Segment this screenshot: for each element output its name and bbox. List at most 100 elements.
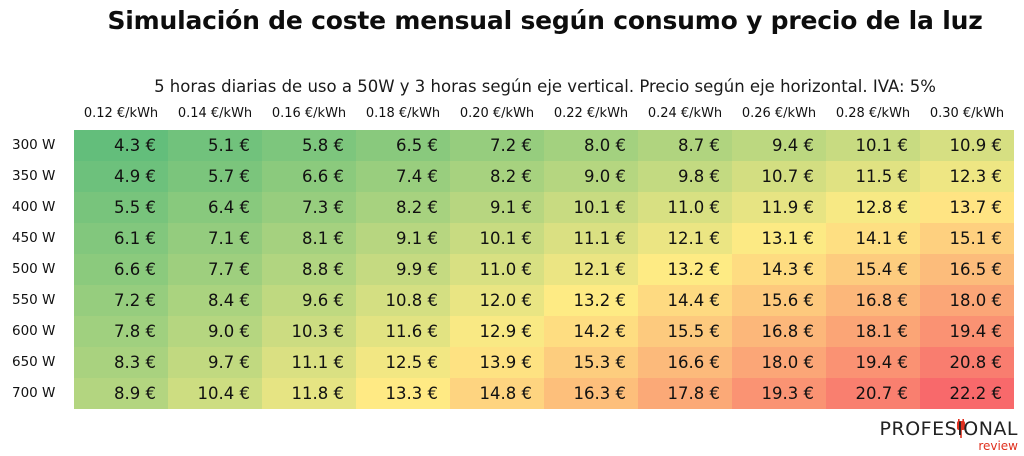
heatmap-cell: 9.0 € (168, 316, 262, 347)
heatmap-cell: 10.7 € (732, 161, 826, 192)
heatmap-cell: 10.8 € (356, 285, 450, 316)
heatmap-cell: 11.9 € (732, 192, 826, 223)
heatmap-cell: 15.1 € (920, 223, 1014, 254)
heatmap-cell: 7.8 € (74, 316, 168, 347)
heatmap-cell: 19.4 € (920, 316, 1014, 347)
heatmap-cell: 12.8 € (826, 192, 920, 223)
heatmap-cell: 8.4 € (168, 285, 262, 316)
heatmap-cell: 13.2 € (638, 254, 732, 285)
row-header: 350 W (12, 168, 56, 184)
heatmap-cell: 9.6 € (262, 285, 356, 316)
heatmap-cell: 7.7 € (168, 254, 262, 285)
heatmap-cell: 19.4 € (826, 347, 920, 378)
column-header: 0.22 €/kWh (553, 106, 629, 121)
heatmap-cell: 20.8 € (920, 347, 1014, 378)
heatmap-cell: 20.7 € (826, 378, 920, 409)
heatmap-cell: 15.4 € (826, 254, 920, 285)
heatmap-cell: 8.8 € (262, 254, 356, 285)
heatmap-cell: 13.3 € (356, 378, 450, 409)
heatmap-cell: 5.7 € (168, 161, 262, 192)
heatmap-cell: 8.2 € (356, 192, 450, 223)
heatmap-cell: 6.1 € (74, 223, 168, 254)
heatmap-grid: 4.3 €5.1 €5.8 €6.5 €7.2 €8.0 €8.7 €9.4 €… (74, 130, 1014, 409)
heatmap-cell: 16.6 € (638, 347, 732, 378)
heatmap-cell: 10.4 € (168, 378, 262, 409)
heatmap-cell: 6.5 € (356, 130, 450, 161)
column-header: 0.28 €/kWh (835, 106, 911, 121)
heatmap-cell: 11.8 € (262, 378, 356, 409)
heatmap-cell: 16.5 € (920, 254, 1014, 285)
heatmap-cell: 15.5 € (638, 316, 732, 347)
heatmap-cell: 5.5 € (74, 192, 168, 223)
heatmap-cell: 12.1 € (638, 223, 732, 254)
heatmap-cell: 13.7 € (920, 192, 1014, 223)
heatmap-cell: 10.3 € (262, 316, 356, 347)
heatmap-cell: 9.1 € (450, 192, 544, 223)
heatmap-cell: 15.3 € (544, 347, 638, 378)
heatmap-cell: 12.3 € (920, 161, 1014, 192)
heatmap-cell: 14.8 € (450, 378, 544, 409)
heatmap-cell: 18.0 € (920, 285, 1014, 316)
heatmap-cell: 11.0 € (450, 254, 544, 285)
heatmap-cell: 16.3 € (544, 378, 638, 409)
heatmap-cell: 4.9 € (74, 161, 168, 192)
heatmap-cell: 10.9 € (920, 130, 1014, 161)
column-header: 0.26 €/kWh (741, 106, 817, 121)
heatmap-cell: 9.7 € (168, 347, 262, 378)
column-header: 0.12 €/kWh (83, 106, 159, 121)
heatmap-cell: 16.8 € (826, 285, 920, 316)
heatmap-cell: 9.4 € (732, 130, 826, 161)
heatmap-cell: 9.8 € (638, 161, 732, 192)
heatmap-cell: 10.1 € (544, 192, 638, 223)
column-headers: 0.12 €/kWh 0.14 €/kWh 0.16 €/kWh 0.18 €/kWh… (74, 106, 1014, 128)
row-header: 450 W (12, 230, 56, 246)
heatmap-cell: 16.8 € (732, 316, 826, 347)
heatmap-cell: 13.9 € (450, 347, 544, 378)
heatmap-cell: 6.6 € (262, 161, 356, 192)
heatmap-cell: 12.5 € (356, 347, 450, 378)
heatmap-cell: 10.1 € (450, 223, 544, 254)
heatmap-cell: 9.0 € (544, 161, 638, 192)
heatmap-cell: 9.9 € (356, 254, 450, 285)
column-header: 0.24 €/kWh (647, 106, 723, 121)
heatmap-cell: 12.9 € (450, 316, 544, 347)
heatmap-cell: 7.3 € (262, 192, 356, 223)
heatmap-cell: 14.4 € (638, 285, 732, 316)
heatmap-cell: 11.1 € (544, 223, 638, 254)
heatmap-cell: 18.0 € (732, 347, 826, 378)
row-header: 550 W (12, 292, 56, 308)
row-header: 600 W (12, 323, 56, 339)
heatmap-cell: 8.2 € (450, 161, 544, 192)
heatmap-cell: 10.1 € (826, 130, 920, 161)
heatmap-cell: 13.2 € (544, 285, 638, 316)
heatmap-cell: 4.3 € (74, 130, 168, 161)
heatmap-cell: 19.3 € (732, 378, 826, 409)
column-header: 0.20 €/kWh (459, 106, 535, 121)
heatmap-cell: 11.0 € (638, 192, 732, 223)
logo-text-top: PROFESIONAL (879, 418, 1018, 440)
heatmap-cell: 8.7 € (638, 130, 732, 161)
chart-title: Simulación de coste mensual según consum… (107, 6, 983, 35)
heatmap-cell: 7.4 € (356, 161, 450, 192)
power-plug-icon (957, 419, 965, 438)
heatmap-cell: 8.0 € (544, 130, 638, 161)
heatmap-cell: 18.1 € (826, 316, 920, 347)
heatmap-cell: 15.6 € (732, 285, 826, 316)
logo-text-bottom: review (978, 439, 1018, 453)
row-header: 650 W (12, 354, 56, 370)
heatmap-cell: 12.0 € (450, 285, 544, 316)
row-header: 400 W (12, 199, 56, 215)
heatmap-cell: 11.1 € (262, 347, 356, 378)
column-header: 0.18 €/kWh (365, 106, 441, 121)
heatmap-cell: 8.1 € (262, 223, 356, 254)
heatmap-cell: 14.2 € (544, 316, 638, 347)
heatmap-cell: 7.2 € (450, 130, 544, 161)
heatmap-cell: 14.3 € (732, 254, 826, 285)
heatmap-cell: 5.1 € (168, 130, 262, 161)
row-header: 700 W (12, 385, 56, 401)
heatmap-cell: 13.1 € (732, 223, 826, 254)
heatmap-cell: 14.1 € (826, 223, 920, 254)
heatmap-cell: 8.9 € (74, 378, 168, 409)
heatmap-cell: 7.2 € (74, 285, 168, 316)
row-header: 300 W (12, 137, 56, 153)
